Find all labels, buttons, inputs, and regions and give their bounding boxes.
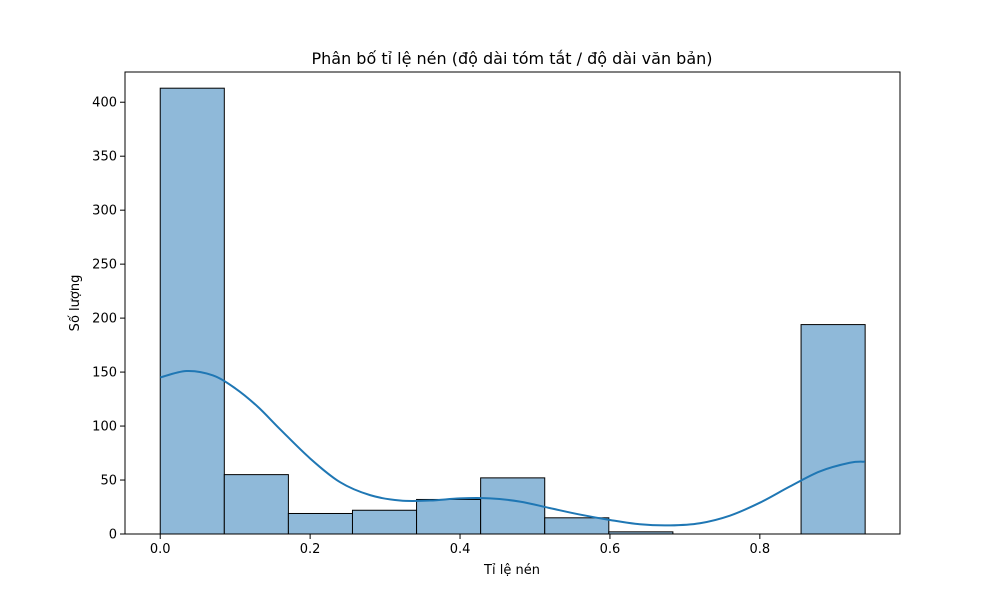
x-axis-ticks: 0.0 0.2 0.4 0.6 0.8: [150, 534, 770, 557]
y-tick-label: 300: [92, 204, 117, 219]
histogram-bar-2: [287, 512, 353, 535]
y-axis-ticks: 0 50 100 150 200 250 300 350 400: [92, 96, 125, 543]
kde-curve: [159, 369, 865, 527]
y-tick-label: 400: [92, 96, 117, 111]
x-tick-label: 0.2: [300, 542, 321, 557]
y-tick-label: 100: [92, 420, 117, 435]
histogram-bar-0: [159, 87, 225, 535]
histogram-bar-1: [223, 474, 289, 535]
chart-title: Phân bố tỉ lệ nén (độ dài tóm tắt / độ d…: [311, 49, 712, 68]
x-axis-title: Tỉ lệ nén: [483, 563, 540, 578]
x-tick-label: 0.4: [450, 542, 471, 557]
histogram-bar-4: [416, 498, 482, 535]
y-tick-label: 150: [92, 366, 117, 381]
x-tick-label: 0.8: [749, 542, 770, 557]
y-axis-title: Số lượng: [68, 275, 83, 332]
y-tick-label: 0: [109, 528, 117, 543]
y-tick-label: 50: [100, 474, 117, 489]
y-tick-label: 200: [92, 312, 117, 327]
histogram-bar-10: [800, 324, 866, 535]
histogram-bar-5: [480, 477, 546, 535]
x-tick-label: 0.6: [600, 542, 621, 557]
histogram-bar-3: [351, 509, 418, 535]
plot-frame: [124, 71, 901, 535]
histogram-bars: [159, 87, 866, 535]
x-tick-label: 0.0: [150, 542, 171, 557]
y-tick-label: 350: [92, 150, 117, 165]
y-tick-label: 250: [92, 258, 117, 273]
histogram-bar-6: [544, 517, 610, 535]
